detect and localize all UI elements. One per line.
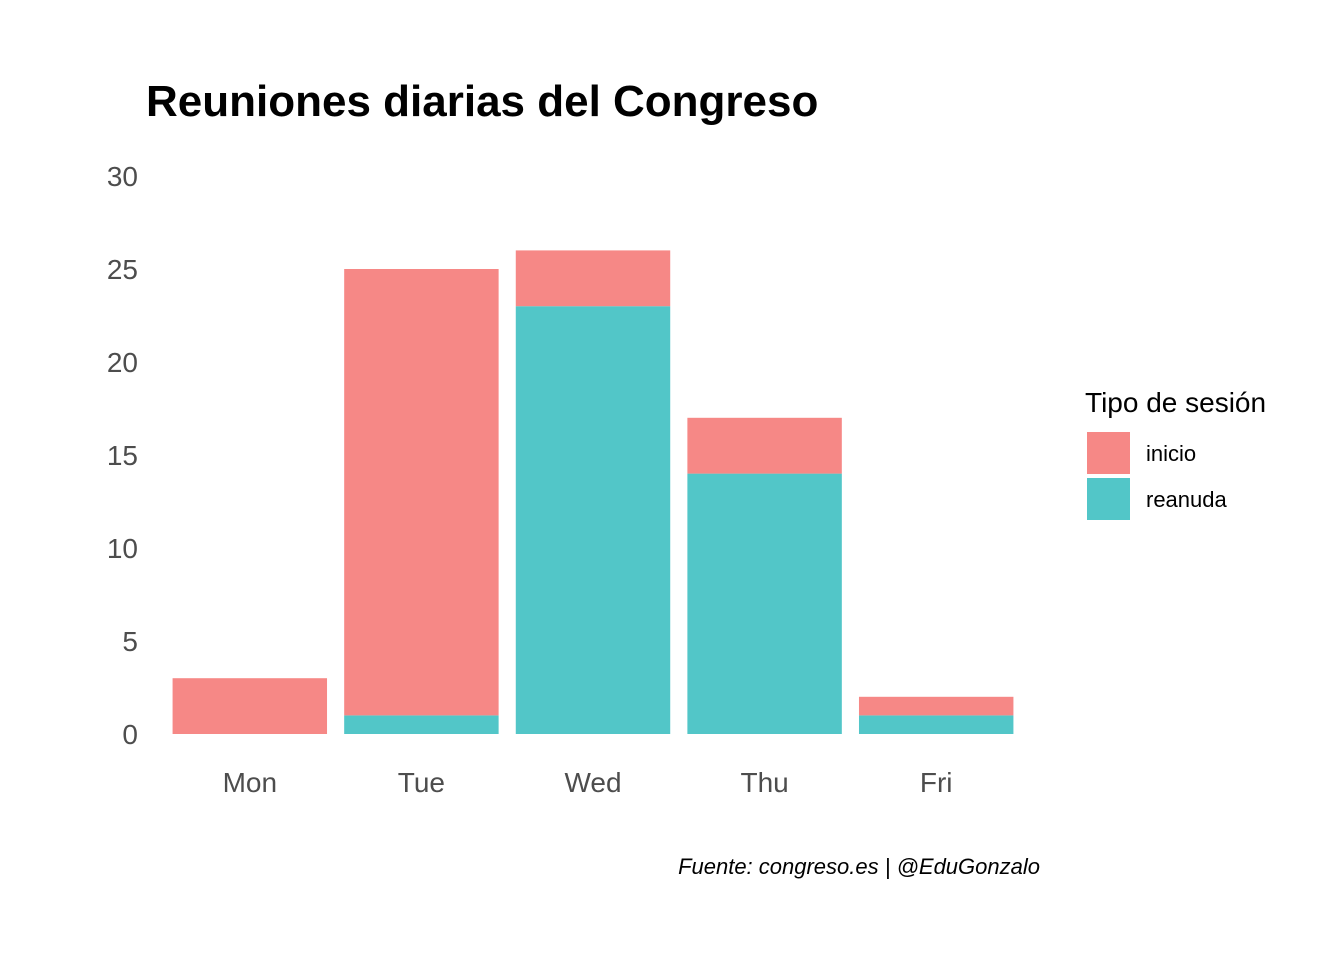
chart-title: Reuniones diarias del Congreso [146,77,818,126]
y-tick-label: 20 [107,347,138,378]
bar-fri-inicio [858,696,1014,716]
bar-mon-inicio [172,678,328,734]
legend: Tipo de sesión inicio reanuda [1085,387,1266,520]
y-tick-label: 15 [107,440,138,471]
bar-tue-inicio [344,269,499,716]
x-tick-label: Thu [740,767,788,798]
x-tick-label: Wed [564,767,621,798]
bar-thu-inicio [687,417,842,474]
legend-swatch-reanuda [1087,478,1130,520]
bar-fri-reanuda [858,715,1014,734]
x-tick-label: Tue [398,767,445,798]
plot-area [172,250,1014,734]
legend-title: Tipo de sesión [1085,387,1266,418]
x-tick-label: Fri [920,767,953,798]
legend-label-reanuda: reanuda [1146,487,1228,512]
legend-swatch-inicio [1087,432,1130,474]
y-tick-label: 5 [122,626,138,657]
bar-thu-reanuda [687,473,842,734]
y-tick-label: 0 [122,719,138,750]
x-axis: Mon Tue Wed Thu Fri [223,767,953,798]
bar-tue-reanuda [344,715,499,734]
x-tick-label: Mon [223,767,277,798]
y-axis: 0 5 10 15 20 25 30 [107,161,138,750]
y-tick-label: 10 [107,533,138,564]
chart-caption: Fuente: congreso.es | @EduGonzalo [678,854,1040,879]
bar-wed-reanuda [515,306,671,734]
legend-label-inicio: inicio [1146,441,1196,466]
y-tick-label: 30 [107,161,138,192]
y-tick-label: 25 [107,254,138,285]
bar-wed-inicio [515,250,671,307]
